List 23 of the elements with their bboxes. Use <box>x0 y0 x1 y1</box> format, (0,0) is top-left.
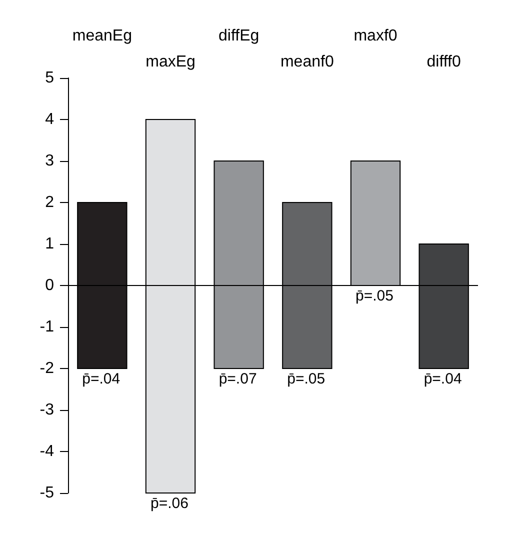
y-tick-label: -1 <box>40 318 54 336</box>
y-tick-label: -4 <box>40 443 54 460</box>
annotation: p̄=.06 <box>150 495 188 512</box>
y-tick-label: -3 <box>40 402 54 418</box>
x-tick-label: maxf0 <box>354 28 398 44</box>
x-tick-label: diffEg <box>218 28 260 44</box>
y-tick-label: 5 <box>45 70 54 86</box>
y-tick-label: -5 <box>40 484 54 502</box>
y-tick-label: -2 <box>40 360 54 377</box>
x-tick-label: maxEg <box>146 54 196 70</box>
y-tick-label: 1 <box>45 236 54 252</box>
y-tick-label: 0 <box>45 277 54 294</box>
x-tick-label: difff0 <box>426 54 461 70</box>
annotation: p̄=.04 <box>82 370 120 388</box>
annotation: p̄=.05 <box>356 288 394 304</box>
y-tick-label: 4 <box>45 111 54 128</box>
annotation: p̄=.04 <box>424 370 462 388</box>
y-tick-label: 3 <box>45 152 54 170</box>
x-tick-label: meanEg <box>72 28 132 44</box>
x-tick-label: meanf0 <box>280 54 334 70</box>
annotation: p̄=.07 <box>218 370 257 388</box>
y-tick-label: 2 <box>45 194 54 211</box>
annotation: p̄=.05 <box>287 370 326 388</box>
